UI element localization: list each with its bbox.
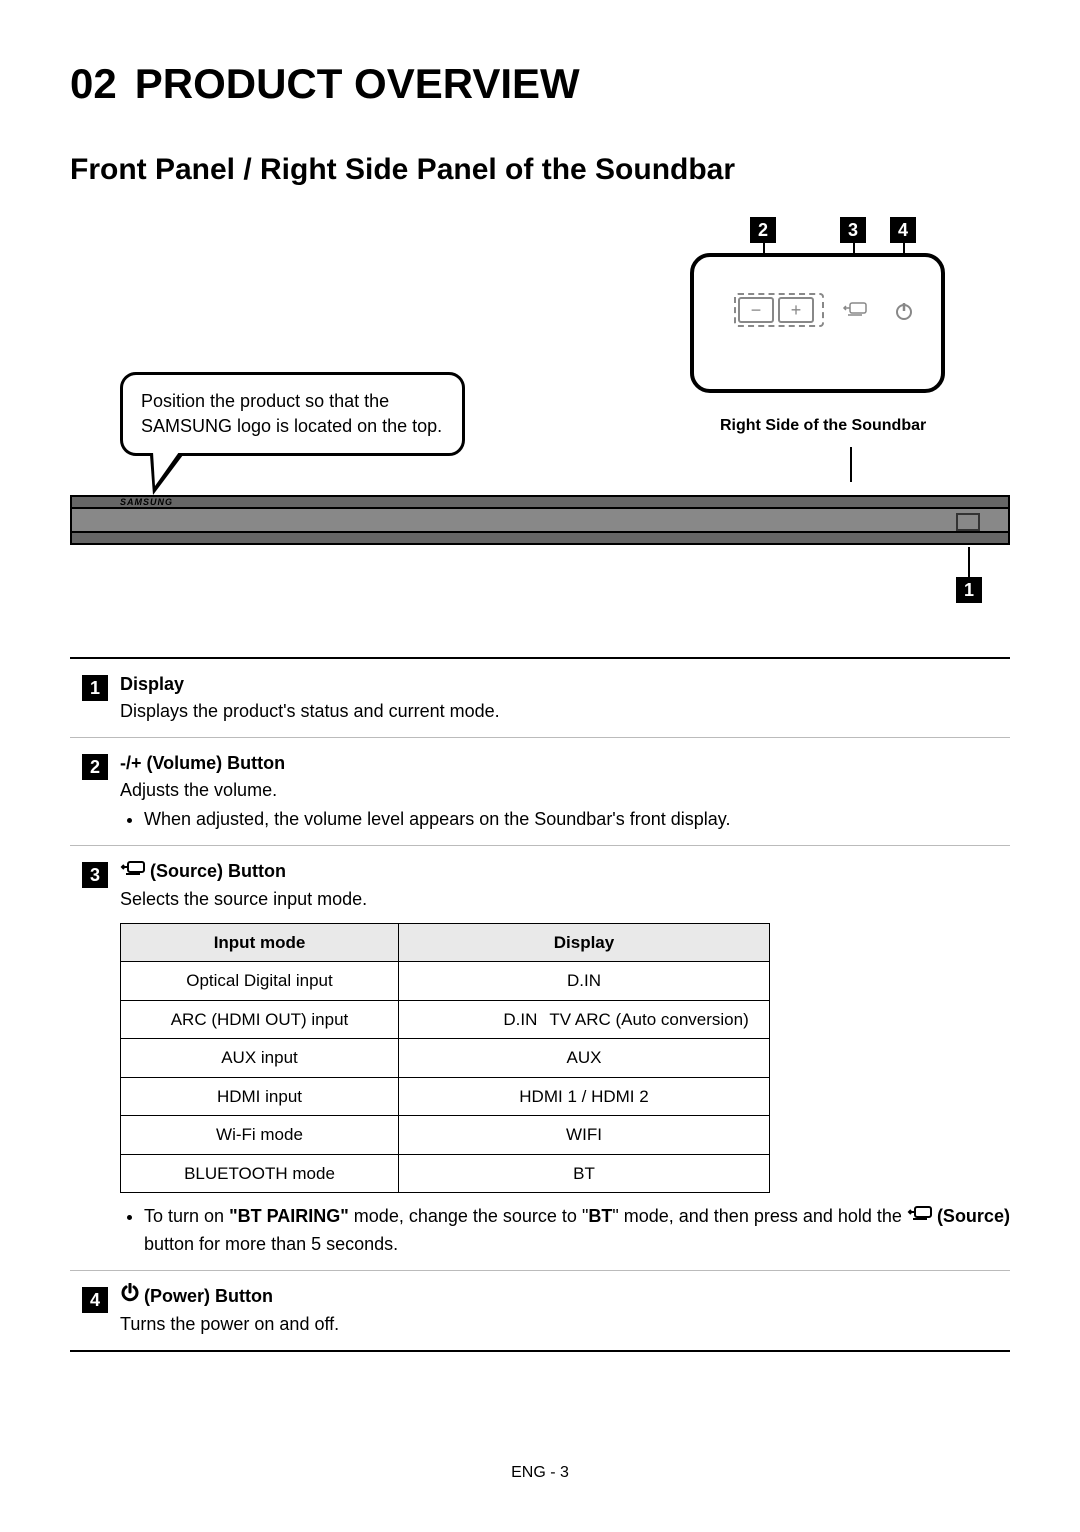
minus-icon: − <box>738 297 774 323</box>
feature-table: 1 Display Displays the product's status … <box>70 657 1010 1352</box>
callout-3: 3 <box>840 217 866 243</box>
callout-2: 2 <box>750 217 776 243</box>
side-panel-illustration: −+ <box>690 253 945 393</box>
row-num-3: 3 <box>82 862 108 888</box>
feature-desc: Displays the product's status and curren… <box>120 698 1010 725</box>
table-row: AUX input AUX <box>121 1039 770 1078</box>
table-row: ARC (HDMI OUT) input D.INTV ARC (Auto co… <box>121 1000 770 1039</box>
feature-desc: Selects the source input mode. <box>120 886 1010 913</box>
row-num-4: 4 <box>82 1287 108 1313</box>
arrow-line <box>850 447 852 482</box>
table-row: HDMI input HDMI 1 / HDMI 2 <box>121 1077 770 1116</box>
page-footer: ENG - 3 <box>0 1464 1080 1482</box>
input-mode-table: Input mode Display Optical Digital input… <box>120 923 770 1194</box>
display-indicator <box>956 513 980 531</box>
feature-row-display: 1 Display Displays the product's status … <box>70 659 1010 738</box>
chapter-number: 02 <box>70 60 117 107</box>
table-header-mode: Input mode <box>121 923 399 962</box>
table-row: Optical Digital input D.IN <box>121 962 770 1001</box>
table-row: BLUETOOTH mode BT <box>121 1154 770 1193</box>
feature-title: Display <box>120 671 1010 698</box>
plus-icon: + <box>778 297 814 323</box>
position-note-callout: Position the product so that the SAMSUNG… <box>120 372 465 456</box>
table-header-display: Display <box>398 923 769 962</box>
power-icon <box>120 1283 140 1311</box>
callout-tail-fill <box>153 452 179 486</box>
source-icon <box>842 301 868 324</box>
chapter-title: PRODUCT OVERVIEW <box>135 60 580 107</box>
feature-row-volume: 2 -/+ (Volume) Button Adjusts the volume… <box>70 738 1010 846</box>
row-num-2: 2 <box>82 754 108 780</box>
power-icon <box>894 301 914 326</box>
connector-line <box>968 547 970 577</box>
feature-title: -/+ (Volume) Button <box>120 750 1010 777</box>
table-row: Wi-Fi mode WIFI <box>121 1116 770 1155</box>
side-panel-label: Right Side of the Soundbar <box>720 417 926 435</box>
volume-buttons-illustration: −+ <box>734 293 824 327</box>
feature-row-power: 4 (Power) Button Turns the power on and … <box>70 1271 1010 1350</box>
feature-bullet: When adjusted, the volume level appears … <box>144 806 1010 833</box>
soundbar-body-illustration <box>70 495 1010 545</box>
source-note: To turn on "BT PAIRING" mode, change the… <box>144 1203 1010 1258</box>
samsung-logo: SAMSUNG <box>120 497 173 507</box>
source-icon <box>120 859 146 886</box>
row-num-1: 1 <box>82 675 108 701</box>
feature-desc: Turns the power on and off. <box>120 1311 1010 1338</box>
feature-title: (Power) Button <box>120 1283 1010 1311</box>
source-icon <box>907 1204 933 1231</box>
chapter-heading: 02 PRODUCT OVERVIEW <box>70 60 1010 108</box>
section-heading: Front Panel / Right Side Panel of the So… <box>70 153 1010 187</box>
feature-desc: Adjusts the volume. <box>120 777 1010 804</box>
soundbar-diagram: 2 3 4 −+ Right Side of the Soundbar Posi… <box>70 217 1010 637</box>
feature-row-source: 3 (Source) Button Selects the source inp… <box>70 846 1010 1271</box>
feature-title: (Source) Button <box>120 858 1010 886</box>
callout-4: 4 <box>890 217 916 243</box>
callout-1: 1 <box>956 577 982 603</box>
